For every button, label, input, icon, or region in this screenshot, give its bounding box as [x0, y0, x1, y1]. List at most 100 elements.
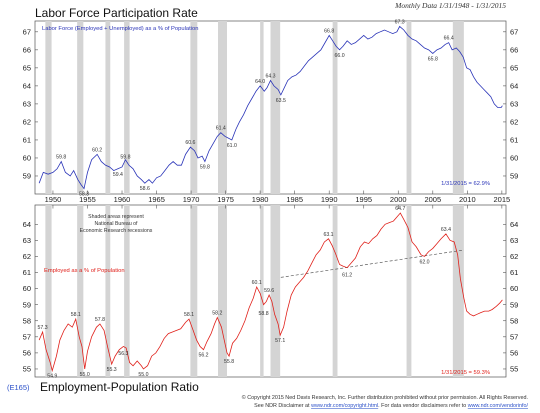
top-data-label: 60.6: [185, 140, 195, 146]
bot-data-label: 61.2: [342, 272, 352, 278]
bot-y-tick-label-right: 63: [510, 236, 518, 245]
x-tick-label: 1980: [252, 195, 269, 204]
bot-y-tick-label-right: 55: [510, 365, 518, 374]
top-data-label: 63.5: [276, 98, 286, 104]
top-recession-band: [332, 21, 338, 194]
x-tick-label: 2010: [459, 195, 476, 204]
copyright-link[interactable]: www.ndr.com/copyright.html: [310, 403, 378, 409]
top-data-labels: 59.8 58.3 60.2 59.4 59.8 58.6 60.6 59.8 61.4 61.0…: [56, 19, 454, 197]
top-data-label: 59.8: [200, 165, 210, 171]
top-chart-title: Labor Force Participation Rate: [35, 6, 198, 20]
bottom-data-labels: 57.3 54.9 58.1 55.0 57.8 55.3 56.3 55.0 58.1 56.2…: [38, 206, 452, 380]
x-tick-label: 2005: [424, 195, 441, 204]
bot-y-tick-label-left: 56: [23, 348, 31, 357]
bot-data-label: 64.7: [395, 206, 405, 212]
x-tick-label: 1970: [183, 195, 200, 204]
bot-recession-band: [190, 205, 198, 377]
x-tick-label: 2000: [390, 195, 407, 204]
top-data-label: 67.3: [395, 19, 405, 25]
bot-data-label: 54.9: [47, 374, 57, 380]
top-y-tick-label-left: 64: [23, 81, 31, 90]
top-y-tick-label-left: 65: [23, 63, 31, 72]
top-y-tick-label-right: 67: [510, 27, 518, 36]
recession-note-line-2: National Bureau of: [95, 221, 139, 227]
bot-recession-band: [452, 205, 464, 377]
x-tick-label: 1965: [148, 195, 165, 204]
bot-data-label: 55.3: [107, 367, 117, 373]
x-tick-label: 1950: [45, 195, 62, 204]
bot-y-tick-label-left: 62: [23, 252, 31, 261]
top-recession-band: [406, 21, 412, 194]
top-recession-band: [260, 21, 264, 194]
x-tick-label: 1975: [217, 195, 234, 204]
bottom-chart-title: Employment-Population Ratio: [40, 380, 199, 394]
bot-data-label: 63.1: [323, 232, 333, 238]
bottom-recession-shading: [45, 205, 464, 377]
top-data-label: 61.4: [216, 126, 226, 132]
top-data-label: 58.3: [79, 192, 89, 198]
top-y-tick-label-right: 66: [510, 45, 518, 54]
bot-y-tick-label-left: 58: [23, 316, 31, 325]
bot-y-tick-label-left: 64: [23, 220, 31, 229]
top-y-tick-label-left: 67: [23, 27, 31, 36]
top-data-label: 59.8: [56, 155, 66, 161]
bot-y-tick-label-right: 57: [510, 332, 518, 341]
bottom-trendline: [280, 249, 464, 278]
top-y-tick-label-left: 59: [23, 172, 31, 181]
bot-y-tick-label-left: 57: [23, 332, 31, 341]
x-tick-label: 1995: [355, 195, 372, 204]
top-y-tick-label-right: 60: [510, 154, 518, 163]
top-data-label: 65.8: [428, 56, 438, 62]
top-recession-band: [124, 21, 130, 194]
top-data-label: 64.3: [265, 73, 275, 79]
bot-recession-band: [260, 205, 264, 377]
vendor-link[interactable]: www.ndr.com/vendorinfo/: [467, 403, 529, 409]
top-y-tick-label-right: 62: [510, 118, 518, 127]
x-axis-ticks: 1950 1955 1960 1965 1970 1975 1980 1985 1990 1995…: [45, 190, 511, 209]
bot-data-label: 55.0: [80, 372, 90, 378]
bot-recession-band: [218, 205, 227, 377]
x-tick-label: 1955: [79, 195, 96, 204]
recession-note-line-1: Shaded areas represent: [88, 214, 144, 220]
top-data-label: 61.0: [227, 143, 237, 149]
bot-y-tick-label-right: 62: [510, 252, 518, 261]
bot-data-label: 58.8: [259, 311, 269, 317]
top-y-tick-label-right: 61: [510, 136, 518, 145]
top-data-label: 64.0: [255, 79, 265, 85]
vendor-prefix: . For data vendor disclaimers refer to: [378, 403, 468, 409]
bot-recession-band: [124, 205, 130, 377]
top-data-label: 66.0: [335, 53, 345, 59]
top-recession-band: [452, 21, 464, 194]
bot-recession-band: [406, 205, 412, 377]
bot-data-label: 59.6: [264, 288, 274, 294]
bot-y-tick-label-left: 63: [23, 236, 31, 245]
bot-y-tick-label-right: 60: [510, 284, 518, 293]
bot-y-tick-label-right: 64: [510, 220, 518, 229]
top-data-label: 59.8: [120, 155, 130, 161]
top-latest-value-note: 1/31/2015 = 62.9%: [441, 181, 490, 187]
top-y-tick-label-right: 59: [510, 172, 518, 181]
chart-id: (E165): [7, 383, 30, 392]
x-tick-label: 1990: [321, 195, 338, 204]
top-y-tick-label-left: 66: [23, 45, 31, 54]
top-recession-shading: [45, 21, 464, 194]
x-tick-label: 1985: [286, 195, 303, 204]
bot-data-label: 58.1: [71, 312, 81, 318]
bot-data-label: 57.8: [95, 317, 105, 323]
bot-data-label: 57.3: [38, 325, 48, 331]
bot-y-tick-label-right: 58: [510, 316, 518, 325]
x-tick-label: 2015: [494, 195, 511, 204]
top-y-tick-label-right: 63: [510, 99, 518, 108]
bottom-latest-value-note: 1/31/2015 = 59.3%: [441, 370, 490, 376]
recession-note-line-3: Economic Research recessions: [80, 228, 153, 234]
top-recession-band: [45, 21, 52, 194]
bot-data-label: 57.1: [275, 338, 285, 344]
labor-force-series-line: [38, 25, 503, 190]
bot-data-label: 63.4: [441, 227, 451, 233]
footer-disclaimer: See NDR Disclaimer at www.ndr.com/copyri…: [254, 403, 528, 409]
top-y-tick-label-left: 60: [23, 154, 31, 163]
bot-data-label: 58.1: [184, 312, 194, 318]
top-data-label: 58.6: [140, 186, 150, 192]
top-recession-band: [190, 21, 198, 194]
